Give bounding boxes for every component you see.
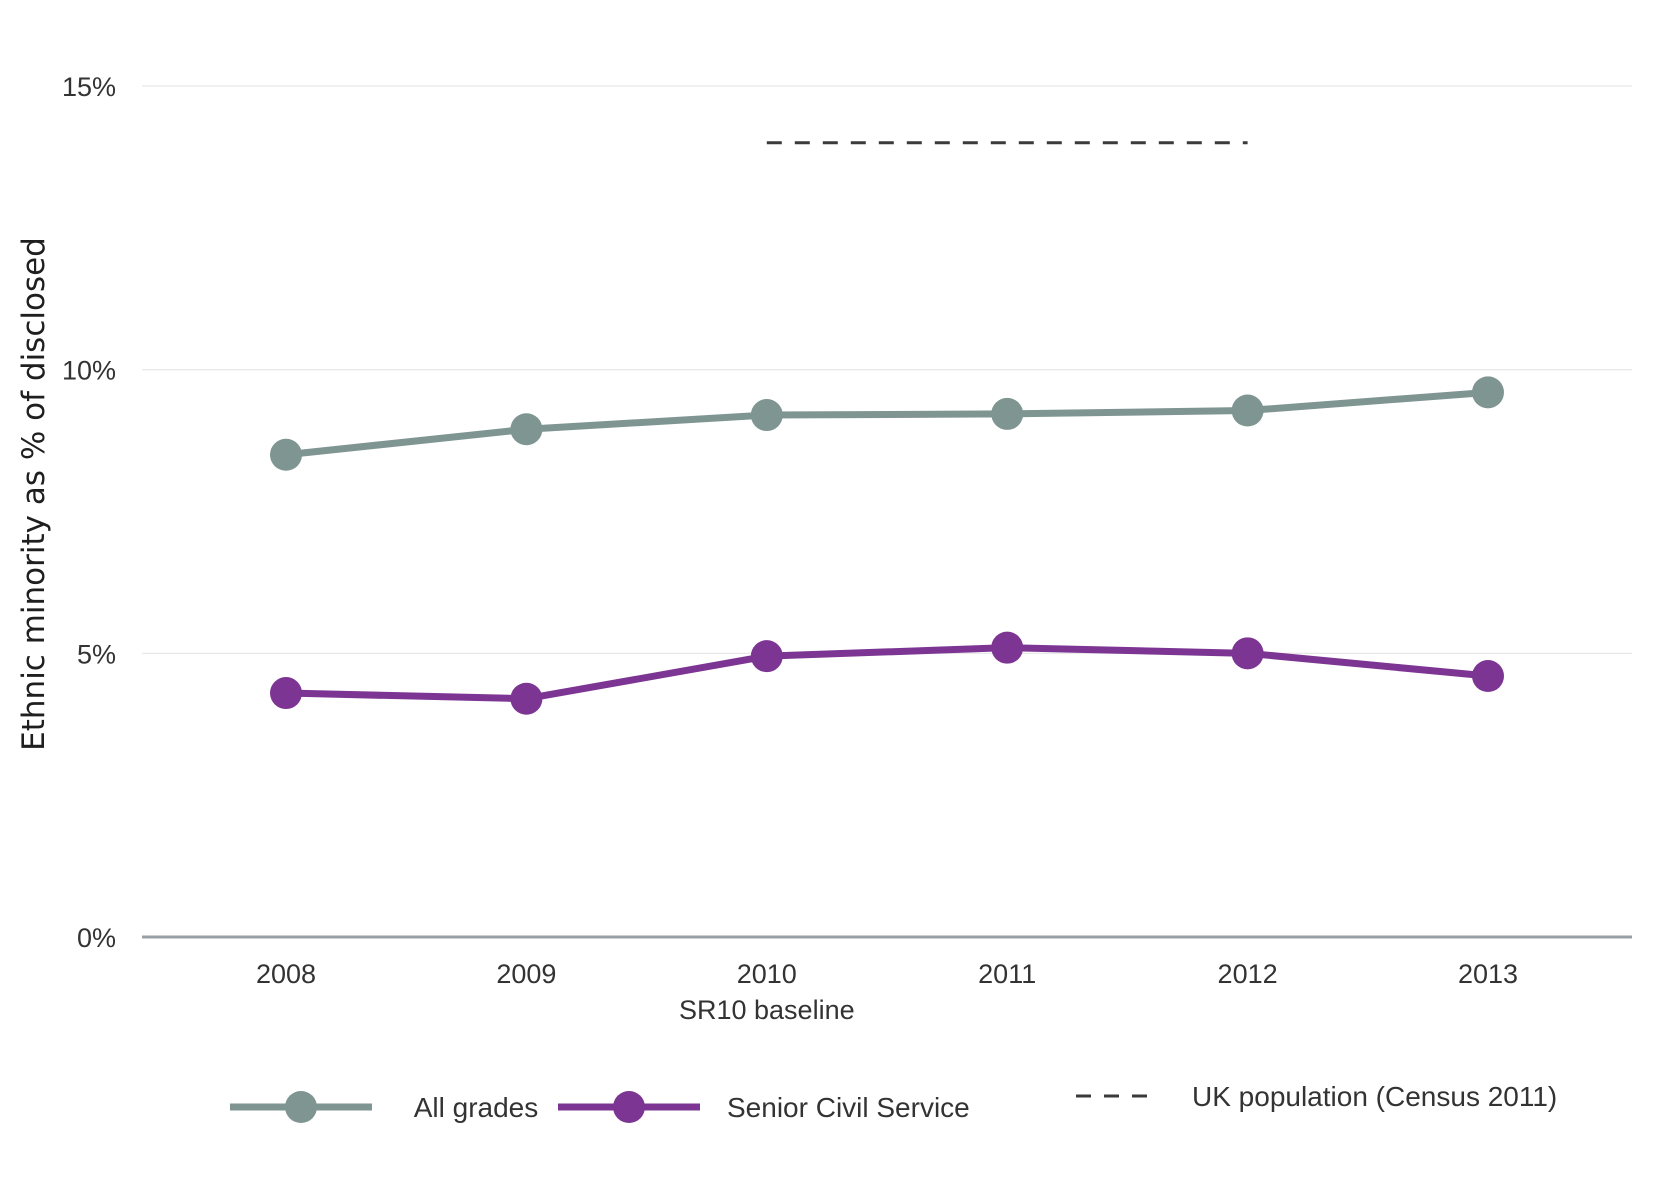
legend-item: All grades <box>230 1091 538 1123</box>
x-tick-label: 2011 <box>978 959 1036 989</box>
data-point <box>1231 637 1264 670</box>
legend-label: UK population (Census 2011) <box>1192 1081 1557 1112</box>
y-tick-label: 10% <box>62 356 116 386</box>
data-point <box>270 438 302 471</box>
data-point <box>270 677 302 710</box>
data-point <box>750 640 783 673</box>
series-group <box>270 376 1504 715</box>
data-point <box>991 397 1024 430</box>
y-tick-label: 15% <box>62 72 116 102</box>
data-point <box>510 682 543 715</box>
y-tick-label: 5% <box>77 639 116 669</box>
series <box>270 376 1504 471</box>
legend-item: Senior Civil Service <box>558 1091 970 1123</box>
y-axis-title: Ethnic minority as % of disclosed <box>16 237 52 751</box>
x-tick-label: 2012 <box>1218 959 1278 989</box>
gridlines <box>142 85 1632 654</box>
x-tick-label: 2013 <box>1458 959 1518 989</box>
data-point <box>750 399 783 432</box>
y-tick-label: 0% <box>77 923 116 953</box>
legend-item: UK population (Census 2011) <box>1076 1081 1557 1112</box>
data-point <box>1472 660 1504 693</box>
legend: All grades Senior Civil Service UK populat… <box>230 1081 1557 1123</box>
legend-label: Senior Civil Service <box>727 1092 970 1123</box>
data-point <box>1472 376 1504 409</box>
series <box>270 631 1504 715</box>
x-tick-label: 2008 <box>256 959 316 989</box>
x-tick-label: 2010 <box>737 959 797 989</box>
x-tick-sublabel: SR10 baseline <box>679 995 855 1025</box>
legend-label: All grades <box>414 1092 539 1123</box>
data-point <box>991 631 1024 664</box>
x-tick-label: 2009 <box>496 959 556 989</box>
legend-marker <box>613 1091 645 1123</box>
data-point <box>1231 394 1264 427</box>
legend-marker <box>285 1091 317 1123</box>
series-line <box>282 644 1492 703</box>
data-point <box>510 413 543 446</box>
x-axis-ticks: 2008 2009 2010 SR10 baseline 2011 2012 2013 <box>256 959 1518 1025</box>
y-axis-ticks: 0% 5% 10% 15% <box>62 72 116 953</box>
series-line <box>282 388 1492 459</box>
